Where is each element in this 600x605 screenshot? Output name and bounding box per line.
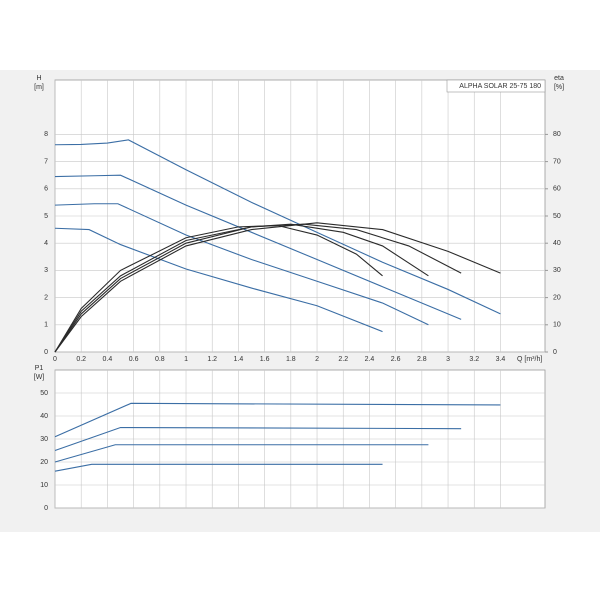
y2-tick-label: 30 [553,267,561,274]
y2-tick-label: 20 [553,294,561,301]
x-tick-label: 3.4 [496,356,506,363]
y-tick-label: 3 [44,267,48,274]
x-tick-label: 0.6 [129,356,139,363]
curve [54,426,462,452]
x-tick-label: 2.6 [391,356,401,363]
x-tick-label: 1.2 [207,356,217,363]
curve [54,463,383,472]
y2-tick-label: 0 [553,349,557,356]
x-axis-label: Q [m³/h] [517,356,542,363]
y2-axis-unit: [%] [554,84,564,91]
x-tick-label: 2 [315,356,319,363]
y2-tick-label: 80 [553,131,561,138]
y-tick-label: 4 [44,240,48,247]
y-tick-label: 0 [44,349,48,356]
x-tick-label: 0 [53,356,57,363]
y-tick-label: 2 [44,294,48,301]
y2-tick-label: 40 [553,240,561,247]
y-axis-label: H [36,75,41,82]
y-tick-label: 6 [44,186,48,193]
x-tick-label: 0.2 [76,356,86,363]
y-tick-label: 50 [40,390,48,397]
curve [54,444,429,463]
y-tick-label: 30 [40,436,48,443]
x-tick-label: 2.2 [338,356,348,363]
y2-tick-label: 70 [553,158,561,165]
y-tick-label: 40 [40,413,48,420]
curve [54,139,501,315]
curve [54,227,383,333]
x-tick-label: 2.4 [365,356,375,363]
curve [54,224,383,353]
x-tick-label: 1.8 [286,356,296,363]
y-tick-label: 0 [44,505,48,512]
y-tick-label: 10 [40,482,48,489]
y-tick-label: 5 [44,213,48,220]
curve [54,402,501,438]
title-box [446,79,546,93]
x-tick-label: 1.6 [260,356,270,363]
curve [54,174,462,320]
y-axis-unit: [W] [34,374,45,381]
x-tick-label: 1 [184,356,188,363]
x-tick-label: 3 [446,356,450,363]
curve [54,203,429,326]
x-tick-label: 0.8 [155,356,165,363]
chart-title: ALPHA SOLAR 25-75 180 [459,83,541,90]
y-tick-label: 8 [44,131,48,138]
x-tick-label: 3.2 [469,356,479,363]
y-tick-label: 1 [44,322,48,329]
y-axis-unit: [m] [34,84,44,91]
y2-axis-label: eta [554,75,564,82]
y2-tick-label: 50 [553,213,561,220]
x-tick-label: 1.4 [234,356,244,363]
x-tick-label: 0.4 [103,356,113,363]
y-tick-label: 7 [44,158,48,165]
curve [54,222,501,353]
y2-tick-label: 10 [553,322,561,329]
y-tick-label: 20 [40,459,48,466]
y2-tick-label: 60 [553,186,561,193]
x-tick-label: 2.8 [417,356,427,363]
y-axis-label: P1 [35,365,44,372]
